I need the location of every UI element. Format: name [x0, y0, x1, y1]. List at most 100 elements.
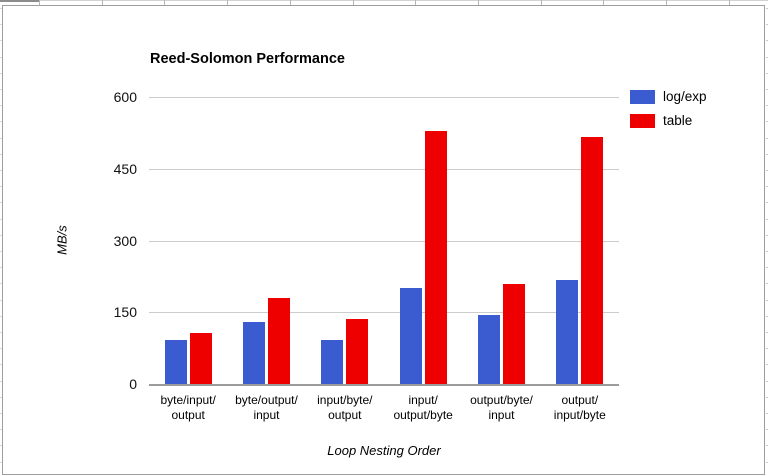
bar-table — [424, 131, 447, 384]
x-label-5: output/input/byte — [553, 393, 606, 422]
legend-item-table: table — [630, 113, 707, 128]
bar-log-exp — [321, 339, 344, 384]
bar-group-5 — [541, 97, 619, 384]
sheet-gridline-stub — [766, 138, 768, 139]
sheet-gridline-stub — [0, 40, 2, 41]
grid-line-450 — [149, 168, 619, 170]
sheet-gridline-stub — [0, 413, 2, 414]
sheet-gridline-stub — [0, 8, 2, 9]
legend-swatch-icon — [630, 113, 655, 128]
x-axis-title: Loop Nesting Order — [327, 443, 441, 458]
bar-table — [189, 332, 212, 384]
chart-object[interactable]: Reed-Solomon Performance 0 150 300 450 600 M… — [2, 5, 765, 475]
x-label-4: output/byte/input — [470, 393, 533, 422]
sheet-gridline-stub — [766, 413, 768, 414]
sheet-gridline-stub — [766, 267, 768, 268]
sheet-gridline-stub — [0, 364, 2, 365]
sheet-gridline-stub — [666, 0, 667, 5]
bar-log-exp — [399, 288, 422, 384]
sheet-gridline-stub — [164, 0, 165, 5]
sheet-gridline-stub — [478, 0, 479, 5]
sheet-gridline-stub — [766, 57, 768, 58]
bar-groups — [149, 97, 619, 384]
sheet-gridline-stub — [0, 186, 2, 187]
sheet-gridline-stub — [0, 397, 2, 398]
sheet-gridline-stub — [39, 0, 40, 5]
legend-swatch-icon — [630, 89, 655, 104]
sheet-gridline-stub — [0, 0, 39, 2]
bar-table — [346, 318, 369, 384]
x-label-2: input/byte/output — [317, 393, 373, 422]
sheet-gridline-stub — [353, 0, 354, 5]
sheet-gridline-stub — [0, 251, 2, 252]
sheet-gridline-stub — [0, 73, 2, 74]
sheet-gridline-stub — [766, 40, 768, 41]
sheet-gridline-stub — [0, 381, 2, 382]
sheet-gridline-stub — [102, 0, 103, 5]
sheet-gridline-stub — [0, 57, 2, 58]
sheet-gridline-stub — [0, 138, 2, 139]
y-tick-label-0: 0 — [129, 376, 137, 392]
sheet-gridline-stub — [0, 332, 2, 333]
legend-item-log-exp: log/exp — [630, 89, 707, 104]
sheet-gridline-stub — [0, 89, 2, 90]
sheet-gridline-stub — [415, 0, 416, 5]
bar-table — [581, 137, 604, 384]
sheet-gridline-stub — [0, 121, 2, 122]
sheet-gridline-stub — [0, 105, 2, 106]
legend-label: log/exp — [663, 89, 707, 104]
sheet-gridline-stub — [227, 0, 228, 5]
sheet-gridline-stub — [766, 105, 768, 106]
sheet-gridline-stub — [766, 154, 768, 155]
grid-line-150 — [149, 312, 619, 314]
y-axis-labels: 0 150 300 450 600 — [3, 89, 141, 392]
sheet-gridline-stub — [0, 429, 2, 430]
sheet-gridline-stub — [766, 364, 768, 365]
sheet-gridline-stub — [766, 89, 768, 90]
chart-title: Reed-Solomon Performance — [150, 51, 345, 67]
sheet-gridline-stub — [0, 283, 2, 284]
sheet-gridline-stub — [766, 300, 768, 301]
sheet-gridline-stub — [766, 235, 768, 236]
sheet-gridline-stub — [766, 24, 768, 25]
sheet-gridline-stub — [766, 397, 768, 398]
sheet-gridline-stub — [0, 267, 2, 268]
bar-log-exp — [556, 279, 579, 384]
sheet-gridline-stub — [0, 462, 2, 463]
sheet-gridline-stub — [0, 0, 768, 1]
sheet-gridline-stub — [603, 0, 604, 5]
sheet-gridline-stub — [766, 462, 768, 463]
sheet-gridline-stub — [766, 316, 768, 317]
y-tick-label-300: 300 — [113, 232, 137, 249]
y-tick-label-450: 450 — [113, 160, 137, 177]
sheet-gridline-stub — [766, 219, 768, 220]
y-axis-title: MB/s — [54, 225, 70, 255]
sheet-gridline-stub — [0, 219, 2, 220]
bar-table — [502, 283, 525, 384]
sheet-gridline-stub — [0, 24, 2, 25]
bar-group-1 — [227, 97, 305, 384]
sheet-gridline-stub — [0, 202, 2, 203]
sheet-gridline-stub — [541, 0, 542, 5]
sheet-gridline-stub — [766, 8, 768, 9]
x-axis-labels: byte/input/output byte/output/input input/… — [149, 386, 619, 423]
bar-group-3 — [384, 97, 462, 384]
sheet-gridline-stub — [290, 0, 291, 5]
x-label-3: input/output/byte — [393, 393, 453, 422]
sheet-gridline-stub — [0, 300, 2, 301]
sheet-gridline-stub — [766, 283, 768, 284]
sheet-gridline-stub — [766, 332, 768, 333]
sheet-gridline-stub — [766, 186, 768, 187]
sheet-gridline-stub — [0, 348, 2, 349]
plot-area — [149, 97, 619, 386]
grid-line-600 — [149, 97, 619, 98]
sheet-gridline-stub — [766, 429, 768, 430]
sheet-gridline-stub — [0, 235, 2, 236]
y-tick-label-150: 150 — [113, 304, 137, 321]
sheet-gridline-stub — [766, 251, 768, 252]
bar-log-exp — [477, 315, 500, 384]
sheet-gridline-stub — [729, 0, 730, 5]
bar-log-exp — [242, 322, 265, 384]
sheet-gridline-stub — [766, 73, 768, 74]
